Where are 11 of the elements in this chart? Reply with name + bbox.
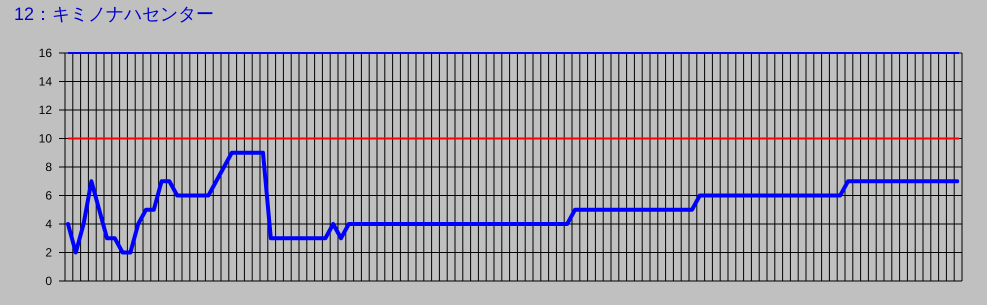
y-tick-label: 14	[38, 74, 52, 88]
y-tick-label: 8	[45, 160, 52, 174]
y-tick-label: 16	[38, 46, 52, 60]
chart-title: 12：キミノナハセンター	[14, 4, 214, 24]
y-tick-label: 6	[45, 188, 52, 202]
y-tick-label: 0	[45, 274, 52, 288]
y-tick-label: 4	[45, 217, 52, 231]
y-tick-label: 2	[45, 246, 52, 260]
y-tick-label: 12	[38, 103, 52, 117]
line-series	[66, 150, 960, 254]
y-tick-label: 10	[38, 132, 52, 146]
